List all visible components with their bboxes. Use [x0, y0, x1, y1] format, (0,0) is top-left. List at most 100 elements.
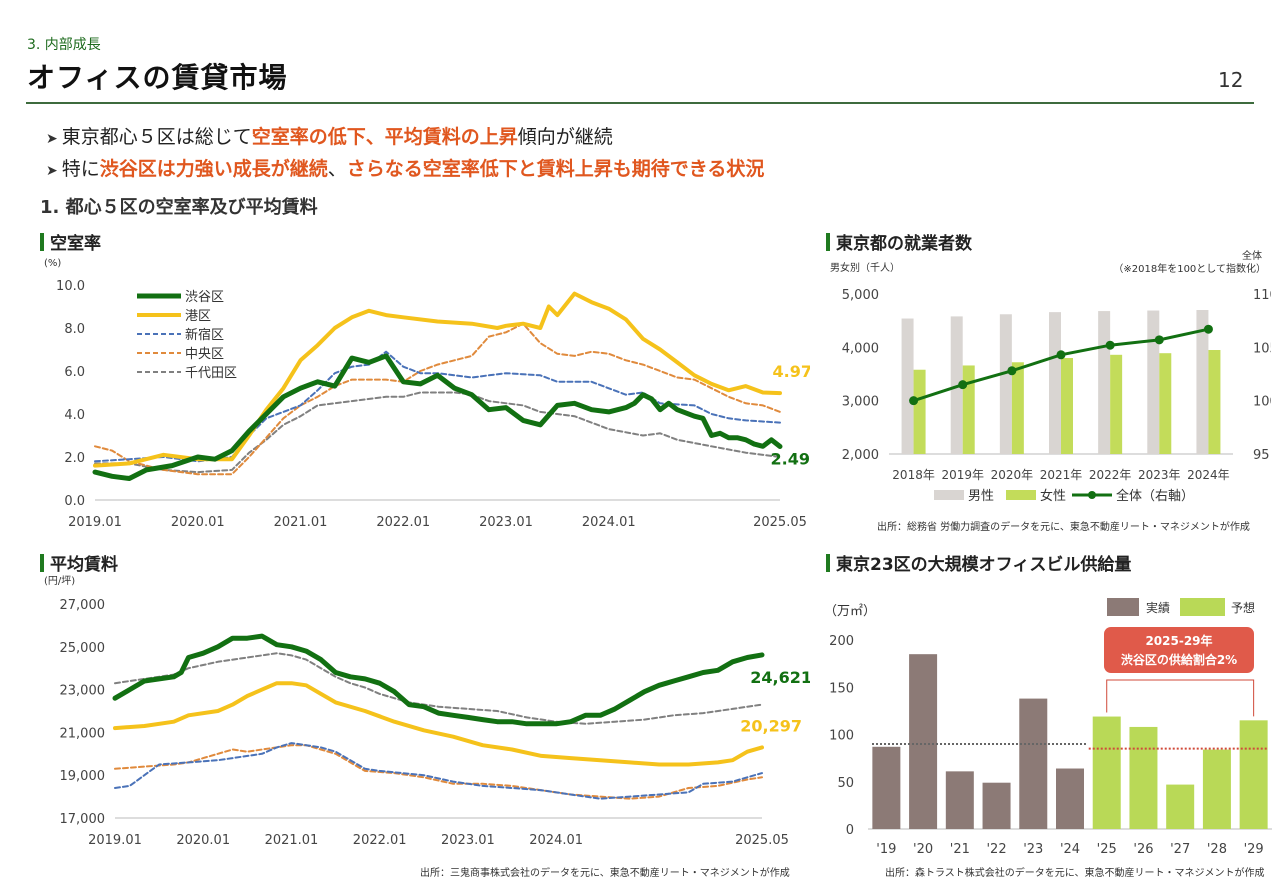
right-tick-label: 110 — [1253, 288, 1271, 303]
x-tick-label: '28 — [1207, 842, 1227, 857]
arrow-bullet-icon: ➤ — [46, 163, 58, 179]
y-tick-label: 25,000 — [60, 641, 106, 656]
bar-male — [1147, 310, 1160, 454]
x-tick-label: '22 — [986, 842, 1006, 857]
legend-label-shinjuku: 新宿区 — [185, 327, 224, 343]
total-index-point — [1203, 324, 1213, 334]
total-index-point — [1056, 350, 1066, 360]
bar-female — [962, 365, 975, 454]
y-tick-label: 150 — [829, 681, 854, 696]
right-tick-label: 95 — [1253, 448, 1270, 463]
x-tick-label: 2018年 — [892, 468, 935, 482]
callout-line-1: 2025-29年 — [1145, 633, 1212, 648]
y-tick-label: 10.0 — [56, 279, 85, 294]
left-tick-label: 5,000 — [842, 288, 879, 303]
rent-title-text: 平均賃料 — [50, 555, 118, 575]
x-tick-label: 2019年 — [941, 468, 984, 482]
end-value-label-minato: 20,297 — [740, 716, 802, 735]
bullet-1-part-0: 東京都心５区は総じて — [61, 126, 252, 148]
y-tick-label: 50 — [837, 776, 854, 791]
x-tick-label: '29 — [1244, 842, 1264, 857]
employment-title-text: 東京都の就業者数 — [836, 234, 972, 254]
supply-bar — [1019, 698, 1048, 829]
y-tick-label: 23,000 — [60, 684, 106, 699]
supply-chart-title: 東京23区の大規模オフィスビル供給量 — [826, 550, 1131, 575]
right-axis-label-line2: （※2018年を100として指数化） — [1113, 262, 1266, 275]
supply-bar — [1056, 768, 1084, 829]
supply-bar — [1239, 720, 1268, 829]
callout-box — [1104, 627, 1254, 673]
y-tick-label: 6.0 — [64, 365, 85, 380]
bar-female — [1208, 350, 1221, 454]
x-tick-label: 2024年 — [1187, 468, 1230, 482]
bullet-2-highlight-1: 渋谷区は力強い成長が継続 — [99, 158, 328, 180]
total-index-point — [909, 396, 919, 406]
x-tick-label: 2021.01 — [265, 833, 319, 848]
y-tick-label: 21,000 — [60, 726, 106, 741]
bar-female — [1110, 354, 1123, 454]
x-tick-label: '27 — [1170, 842, 1190, 857]
bar-female — [913, 369, 926, 454]
vacancy-title-text: 空室率 — [50, 234, 101, 254]
bullet-2-highlight-2: さらなる空室率低下と賃料上昇も期待できる状況 — [346, 158, 765, 180]
legend-swatch-total-dot — [1088, 491, 1096, 499]
y-tick-label: 0 — [846, 823, 854, 838]
legend-swatch-forecast — [1180, 598, 1225, 616]
x-tick-label: 2019.01 — [68, 515, 122, 530]
x-tick-label: 2020.01 — [171, 515, 225, 530]
supply-title-text: 東京23区の大規模オフィスビル供給量 — [836, 555, 1132, 575]
x-tick-label: 2023年 — [1138, 468, 1181, 482]
legend-swatch-male — [934, 490, 964, 500]
x-tick-label: '25 — [1097, 842, 1117, 857]
legend-label-minato: 港区 — [185, 309, 211, 324]
legend-label-chuo: 中央区 — [185, 347, 224, 362]
x-tick-label: 2022年 — [1089, 468, 1132, 482]
vacancy-chart-title: 空室率 — [40, 229, 101, 254]
right-tick-label: 100 — [1253, 395, 1271, 410]
x-tick-label: '19 — [876, 842, 896, 857]
callout-bracket — [1106, 679, 1255, 717]
legend-label-male: 男性 — [968, 489, 994, 504]
section-heading: 1. 都心５区の空室率及び平均賃料 — [40, 197, 318, 218]
left-tick-label: 3,000 — [842, 395, 879, 410]
page-number: 12 — [1218, 68, 1244, 92]
arrow-bullet-icon: ➤ — [46, 131, 58, 147]
y-unit-label: （万㎡） — [824, 604, 876, 619]
supply-bar — [982, 782, 1011, 829]
x-tick-label: 2023.01 — [441, 833, 495, 848]
rent-chart-title: 平均賃料 — [40, 550, 118, 575]
y-unit-label: (円/坪) — [44, 574, 75, 587]
bullet-1-part-2: 傾向が継続 — [517, 126, 613, 148]
employment-chart: 男女別（千人） 全体（※2018年を100として指数化） 2,000 3,000 4,0… — [830, 249, 1271, 504]
bullet-1: ➤ 東京都心５区は総じて空室率の低下、平均賃料の上昇傾向が継続 — [46, 122, 613, 149]
supply-bar — [1129, 726, 1158, 829]
bar-male — [1049, 312, 1061, 454]
x-tick-label: 2025.05 — [753, 515, 807, 530]
supply-bar — [1166, 784, 1195, 829]
y-tick-label: 100 — [829, 729, 854, 744]
bullet-1-highlight: 空室率の低下、平均賃料の上昇 — [251, 126, 518, 148]
title-marker — [40, 553, 44, 572]
x-tick-label: 2021.01 — [274, 515, 328, 530]
bar-male — [999, 314, 1012, 454]
series-line-chiyoda — [94, 391, 781, 474]
x-tick-label: '24 — [1060, 842, 1080, 857]
legend-label-actual: 実績 — [1146, 600, 1170, 615]
x-tick-label: 2022.01 — [353, 833, 407, 848]
supply-bar — [945, 771, 974, 829]
employment-source: 出所：総務省 労働力調査のデータを元に、東急不動産リート・マネジメントが作成 — [877, 522, 1250, 533]
total-index-point — [1007, 366, 1017, 376]
y-tick-label: 2.0 — [64, 451, 85, 466]
x-tick-label: 2024.01 — [582, 515, 636, 530]
supply-bar — [1202, 749, 1231, 829]
x-tick-label: '20 — [913, 842, 933, 857]
title-marker — [40, 232, 44, 251]
right-tick-label: 105 — [1253, 341, 1271, 356]
bar-female — [1159, 353, 1172, 454]
y-tick-label: 0.0 — [64, 494, 85, 509]
callout-line-2: 渋谷区の供給割合2% — [1121, 652, 1237, 667]
x-tick-label: 2019.01 — [88, 833, 142, 848]
series-line-shinjuku — [114, 742, 763, 800]
supply-bar — [909, 654, 938, 829]
x-tick-label: '26 — [1133, 842, 1153, 857]
